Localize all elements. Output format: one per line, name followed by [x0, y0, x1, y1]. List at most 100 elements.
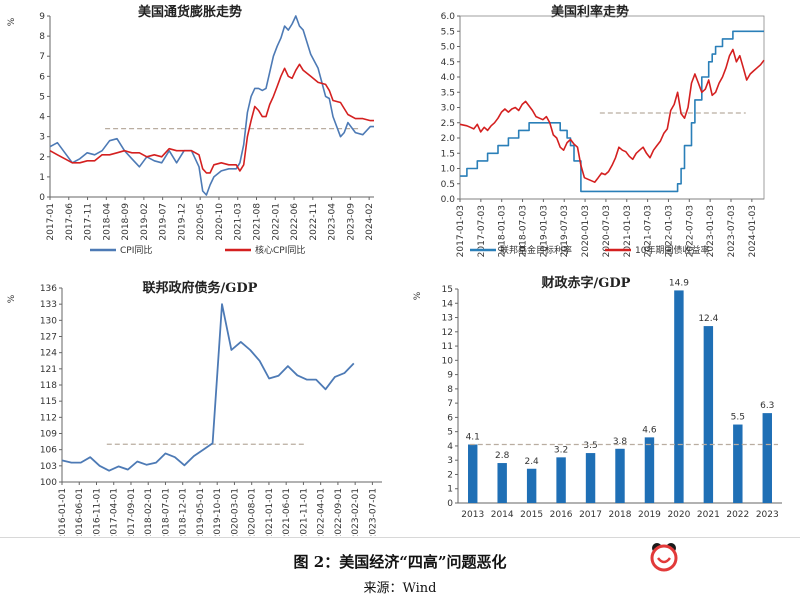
- x-tick-label: 2023-07-01: [368, 488, 378, 536]
- y-tick-label: 15: [442, 285, 453, 295]
- data-label-2023: 6.3: [760, 401, 774, 411]
- bar-2014: [497, 463, 507, 503]
- figure-caption: 图 2：美国经济“四高”问题恶化: [293, 553, 507, 571]
- y-tick-label: 4.5: [441, 58, 455, 68]
- x-tick-label: 2022-01-03: [664, 205, 674, 257]
- y-tick-label: 1.0: [441, 165, 456, 175]
- y-tick-label: 11: [442, 342, 453, 352]
- x-tick-label: 2019-02: [140, 203, 150, 241]
- y-tick-label: 5: [447, 428, 453, 438]
- x-tick-label: 2022-01: [271, 203, 281, 241]
- x-tick-label: 2017-09-01: [127, 488, 137, 536]
- chart-title: 美国利率走势: [551, 4, 629, 20]
- y-tick-label: 115: [40, 397, 57, 407]
- x-tick-label: 2018-09: [121, 203, 131, 241]
- x-tick-label: 2019-01-03: [539, 205, 549, 257]
- x-tick-label: 2018-07-03: [519, 205, 529, 257]
- x-tick-label: 2024-01-03: [748, 205, 758, 257]
- deficit-gdp-chart: 财政赤字/GDP%01234567891011121314154.120132.…: [413, 275, 782, 520]
- x-tick-label: 2017-07-03: [477, 205, 487, 257]
- x-tick-label: 2023-09: [346, 203, 356, 241]
- data-label-2014: 2.8: [495, 451, 510, 461]
- y-tick-label: 136: [40, 284, 57, 294]
- data-label-2020: 14.9: [669, 278, 689, 288]
- data-label-2021: 12.4: [698, 314, 718, 324]
- x-tick-label: 2021-11-01: [299, 488, 309, 536]
- y-axis-unit-label: %: [413, 291, 423, 300]
- y-tick-label: 2: [447, 470, 453, 480]
- legend-label-2: 10年期国债收益率: [635, 244, 709, 256]
- y-tick-label: 8: [447, 385, 453, 395]
- y-tick-label: 4: [447, 442, 453, 452]
- y-tick-label: 3: [447, 456, 453, 466]
- y-tick-label: 6: [447, 413, 453, 423]
- y-tick-label: 112: [40, 413, 57, 423]
- y-tick-label: 3.0: [441, 104, 456, 114]
- x-tick-label: 2020-01-03: [581, 205, 591, 257]
- x-tick-label: 2014: [491, 510, 514, 520]
- interest-rate-chart: 美国利率走势 0.0 0.5 1.0 1.5 2.0 2.5 3.0 3.5 4.0 4.5 5.0 5…: [441, 4, 765, 257]
- y-tick-label: 4.0: [441, 73, 456, 83]
- y-tick-label: 7: [447, 399, 453, 409]
- x-tick-label: 2016: [550, 510, 573, 520]
- bar-2018: [615, 448, 625, 503]
- inflation-chart-panel: 美国通货膨胀走势% 0 1 2 3 4 5 6 7 8 9 2017-01 2017-06 2017-11…: [0, 0, 400, 268]
- x-tick-label: 2022-11: [309, 203, 319, 241]
- y-tick-label: 6.0: [441, 12, 456, 22]
- y-tick-label: 133: [40, 300, 57, 310]
- x-tick-label: 2021-08: [253, 203, 263, 241]
- chart-title: 联邦政府债务/GDP: [143, 280, 258, 296]
- x-tick-label: 2019-07: [159, 203, 169, 241]
- x-tick-label: 2021: [697, 510, 720, 520]
- bar-2023: [762, 413, 772, 503]
- inflation-chart: 美国通货膨胀走势% 0 1 2 3 4 5 6 7 8 9 2017-01 2017-06 2017-11…: [7, 4, 375, 256]
- x-tick-label: 2020-07-03: [602, 205, 612, 257]
- x-tick-label: 2023-07-03: [727, 205, 737, 257]
- deficit-gdp-chart-panel: 财政赤字/GDP% 0 1 2 3 4 5 6 7 8 9 10 11 12 13 14 15 4.1 2013 2.…: [400, 268, 800, 536]
- y-tick-label: 127: [40, 333, 57, 343]
- y-tick-label: 10: [442, 356, 454, 366]
- y-tick-label: 124: [40, 349, 57, 359]
- y-tick-label: 0: [447, 499, 453, 509]
- bar-2016: [556, 457, 566, 503]
- debt-gdp-chart: 联邦政府债务/GDP% 100 103 106 109 112 115 118 121 124 12…: [7, 280, 382, 540]
- data-label-2013: 4.1: [466, 433, 480, 443]
- x-tick-label: 2021-03: [234, 203, 244, 241]
- y-tick-label: 130: [40, 316, 57, 326]
- x-tick-label: 2017: [579, 510, 602, 520]
- x-tick-label: 2018-12-01: [179, 488, 189, 536]
- x-tick-label: 2018: [609, 510, 632, 520]
- x-tick-label: 2019-05-01: [196, 488, 206, 536]
- y-tick-label: 2.5: [441, 119, 455, 129]
- x-tick-label: 2019-12: [177, 203, 187, 241]
- x-tick-label: 2021-06-01: [282, 488, 292, 536]
- plot-frame: [459, 15, 765, 200]
- data-label-2022: 5.5: [731, 413, 745, 423]
- y-tick-label: 2: [39, 153, 45, 163]
- y-tick-label: 1.5: [441, 149, 455, 159]
- x-tick-label: 2019-10-01: [213, 488, 223, 536]
- bar-2021: [703, 326, 714, 503]
- series-line-2: [459, 48, 765, 183]
- x-tick-label: 2019: [638, 510, 661, 520]
- data-label-2015: 2.4: [524, 457, 539, 467]
- figure-source: 来源：Wind: [363, 581, 437, 596]
- y-tick-label: 5.0: [441, 43, 456, 53]
- y-tick-label: 14: [442, 299, 454, 309]
- y-tick-label: 5.5: [441, 27, 455, 37]
- x-tick-label: 2023-02-01: [351, 488, 361, 536]
- y-tick-label: 3: [39, 133, 45, 143]
- x-tick-label: 2018-07-01: [161, 488, 171, 536]
- y-tick-label: 2.0: [441, 134, 456, 144]
- x-tick-label: 2017-01-03: [456, 205, 466, 257]
- y-tick-label: 4: [39, 113, 45, 123]
- y-tick-label: 5: [39, 92, 45, 102]
- bar-2022: [733, 424, 743, 503]
- y-tick-label: 7: [39, 52, 45, 62]
- series-line-1: [460, 30, 764, 193]
- x-tick-label: 2019-07-03: [560, 205, 570, 257]
- x-tick-label: 2022-09-01: [334, 488, 344, 536]
- data-label-2018: 3.8: [613, 437, 628, 447]
- legend-label-2: 核心CPI同比: [255, 244, 305, 256]
- y-tick-label: 9: [447, 371, 453, 381]
